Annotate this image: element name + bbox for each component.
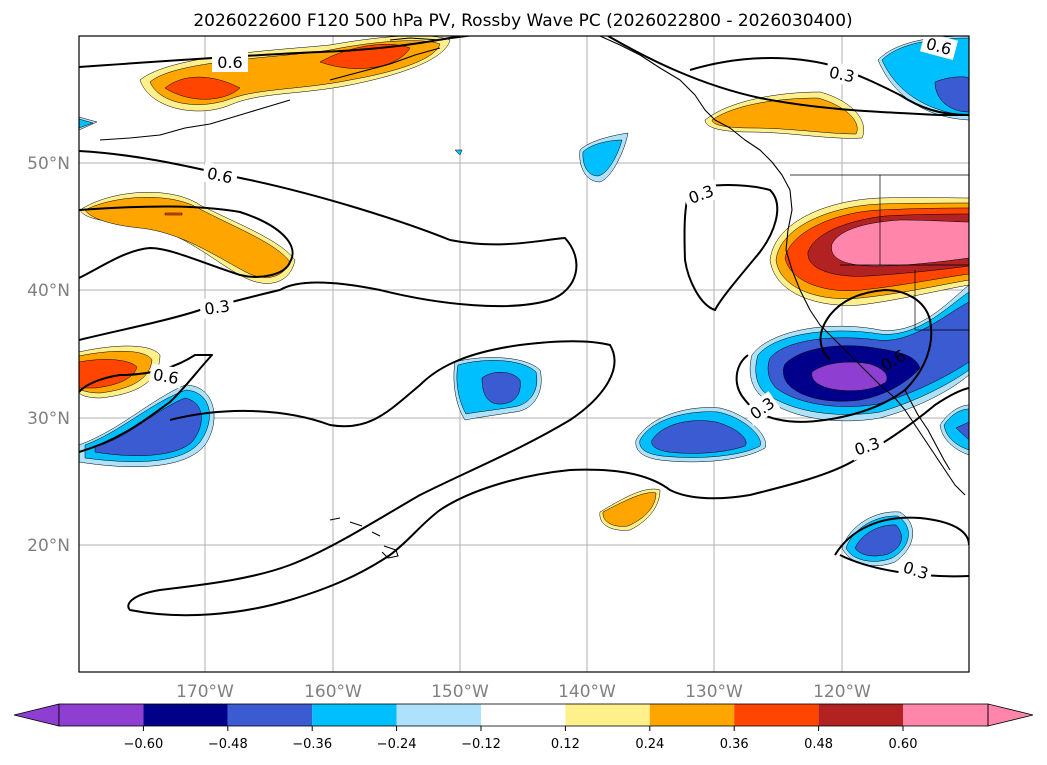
shade-subtropical-positive (599, 488, 661, 531)
shade-west-negative (79, 384, 215, 467)
coast-alaska-peninsula (329, 47, 441, 81)
shade-aleutian-positive (139, 36, 451, 112)
colorbar-tick-label: −0.36 (292, 737, 332, 752)
clabel-bg (824, 60, 860, 88)
colorbar-tick-label: −0.24 (377, 737, 417, 752)
clabel-bg (681, 178, 721, 210)
colorbar-min-extend (13, 703, 60, 727)
contour-upper-03 (607, 36, 969, 117)
lat-label: 20°N (27, 536, 70, 556)
contour-label: 0.3 (203, 296, 231, 318)
clabel-bg (212, 52, 248, 72)
colorbar-max-extend (987, 703, 1034, 727)
lon-label: 160°W (304, 682, 362, 702)
colorbar-frame (58, 703, 989, 727)
colorbar-swatch (312, 704, 397, 726)
colorbar-tick-label: 0.48 (804, 737, 833, 752)
contour-west-06 (79, 354, 213, 453)
contour-label: 0.6 (924, 34, 954, 59)
colorbar-swatch (481, 704, 566, 726)
colorbar-swatch (143, 704, 228, 726)
lon-label: 130°W (685, 682, 743, 702)
lon-labels: 170°W 160°W 150°W 140°W 130°W 120°W (176, 682, 871, 702)
colorbar-tick-label: −0.12 (461, 737, 501, 752)
clabel-bg (198, 294, 236, 320)
lon-label: 140°W (558, 682, 616, 702)
colorbar-swatch (649, 704, 735, 726)
colorbar-swatch (396, 704, 481, 726)
lon-label: 170°W (176, 682, 234, 702)
contour-mid-06 (79, 150, 578, 308)
contour-label: 0.6 (152, 365, 180, 388)
contour-upper-06 (79, 36, 461, 68)
contour-ridge-03 (683, 184, 779, 311)
clabel-bg (148, 363, 184, 389)
colorbar-tick-label: −0.60 (123, 737, 163, 752)
contour-southeast-03b (839, 554, 969, 578)
coast-aleutians (99, 99, 291, 141)
contour-west-03 (79, 289, 281, 341)
colorbar: −0.60 −0.48 −0.36 −0.24 −0.12 0.12 0.24 … (13, 703, 1034, 752)
colorbar-tick-label: 0.12 (551, 737, 580, 752)
lon-label: 120°W (813, 682, 871, 702)
contour-northwest-03 (79, 205, 294, 279)
contour-label: 0.6 (217, 53, 242, 72)
lat-labels: 50°N 40°N 30°N 20°N (27, 154, 70, 556)
coast-baja-california (904, 389, 951, 471)
colorbar-swatch (565, 704, 650, 726)
contour-central-03 (127, 340, 969, 617)
coast-north-america (599, 36, 966, 496)
colorbar-swatch (59, 704, 144, 726)
lat-label: 40°N (27, 281, 70, 301)
contour-label: 0.3 (827, 63, 856, 87)
shade-west-edge-positive (79, 345, 161, 399)
colorbar-tick-label: 0.60 (889, 737, 918, 752)
contour-southeast-03a (834, 516, 969, 556)
colorbar-tick-label: 0.24 (635, 737, 664, 752)
contour-label: 0.6 (205, 164, 234, 188)
lat-label: 50°N (27, 154, 70, 174)
map-title: 2026022600 F120 500 hPa PV, Rossby Wave … (193, 11, 852, 31)
map-panel: 0.6 0.3 0.6 0.3 0.3 0.6 0.6 0.3 0.3 0. (78, 34, 970, 673)
shade-southeast-negatives (841, 404, 969, 566)
colorbar-swatch (734, 704, 819, 726)
coast-hawaii (329, 517, 399, 559)
clabel-bg (201, 161, 239, 189)
clabel-bg (847, 431, 887, 461)
shade-central-negatives (79, 116, 767, 463)
colorbar-ticks (142, 726, 904, 731)
map-frame (78, 35, 970, 673)
shade-southwest-negative (749, 284, 969, 422)
state-borders (790, 174, 969, 331)
clabel-bg (742, 391, 781, 426)
filled-contours (79, 36, 969, 566)
colorbar-swatch (818, 704, 903, 726)
clabel-bg (897, 555, 935, 585)
coastlines (99, 36, 969, 559)
colorbar-tick-label: 0.36 (720, 737, 749, 752)
lat-label: 30°N (27, 409, 70, 429)
clabel-bg (919, 36, 959, 61)
shade-northwest-positive (79, 192, 296, 284)
lon-label: 150°W (431, 682, 489, 702)
contour-label-group: 0.6 0.3 0.6 0.3 0.3 0.6 0.6 0.3 0.3 0. (148, 34, 959, 585)
colorbar-swatch (227, 704, 313, 726)
colorbar-swatch (903, 704, 988, 726)
colorbar-tick-label: −0.48 (208, 737, 248, 752)
shade-west-us-positive (769, 197, 969, 306)
